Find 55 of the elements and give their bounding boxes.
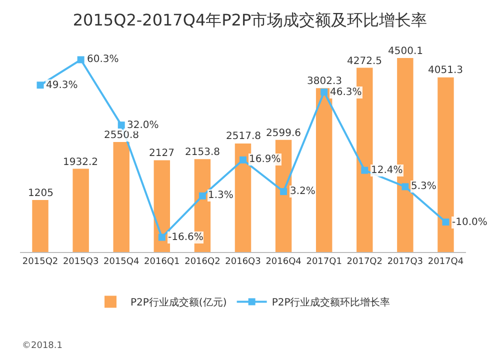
data-label: 2550.8 <box>104 130 139 141</box>
x-tick-label: 2017Q1 <box>306 256 342 267</box>
x-tick-label: 2015Q4 <box>104 256 140 267</box>
data-label: 2517.8 <box>226 131 261 142</box>
data-label: 16.9% <box>249 154 281 165</box>
x-tick-label: 2015Q3 <box>62 256 99 267</box>
data-label: 3802.3 <box>307 76 342 87</box>
bar <box>154 160 170 252</box>
point <box>77 56 84 64</box>
bar <box>316 88 332 252</box>
x-tick-label: 2015Q2 <box>22 256 58 267</box>
legend-label: P2P行业成交额环比增长率 <box>272 296 390 309</box>
data-label: 12.4% <box>371 165 403 176</box>
legend-label: P2P行业成交额(亿元) <box>130 296 227 309</box>
point <box>118 122 125 129</box>
data-label: 4272.5 <box>347 56 382 67</box>
data-label: -16.6% <box>168 232 204 243</box>
data-label: 3.2% <box>290 186 316 197</box>
point <box>36 82 44 89</box>
bar <box>113 142 130 252</box>
data-label: 49.3% <box>46 80 78 91</box>
x-tick-label: 2017Q2 <box>346 256 382 267</box>
bar <box>438 77 454 252</box>
data-label: 2599.6 <box>266 128 301 139</box>
point <box>158 234 166 241</box>
point <box>280 188 288 196</box>
chart-title: 2015Q2-2017Q4年P2P市场成交额及环比增长率 <box>72 10 428 30</box>
bar <box>72 168 89 252</box>
x-tick-label: 2016Q4 <box>266 256 302 267</box>
x-tick-label: 2017Q3 <box>387 256 424 267</box>
x-tick-label: 2016Q3 <box>225 256 261 267</box>
data-label: 5.3% <box>411 181 436 192</box>
point <box>240 156 246 164</box>
data-label: 60.3% <box>87 54 119 65</box>
data-label: 46.3% <box>330 87 362 98</box>
data-label: 4051.3 <box>428 65 463 76</box>
data-label: 32.0% <box>127 120 159 131</box>
bar <box>32 200 48 252</box>
point <box>320 88 328 96</box>
point <box>442 218 450 226</box>
data-label: 2153.8 <box>185 147 220 158</box>
data-label: 1.3% <box>208 190 234 201</box>
data-label: 2127 <box>149 148 174 159</box>
text: ©2018.1 <box>22 341 62 351</box>
x-tick-label: 2016Q2 <box>184 256 220 267</box>
x-tick-label: 2016Q1 <box>144 256 180 267</box>
bar <box>234 143 252 252</box>
x-tick-label: 2017Q4 <box>428 256 464 267</box>
point <box>402 183 409 190</box>
point <box>198 192 206 200</box>
data-label: 4500.1 <box>388 46 423 57</box>
data-label: 1932.2 <box>63 157 98 168</box>
data-label: 1205 <box>28 188 54 199</box>
point <box>361 166 368 174</box>
data-label: -10.0% <box>452 217 488 228</box>
